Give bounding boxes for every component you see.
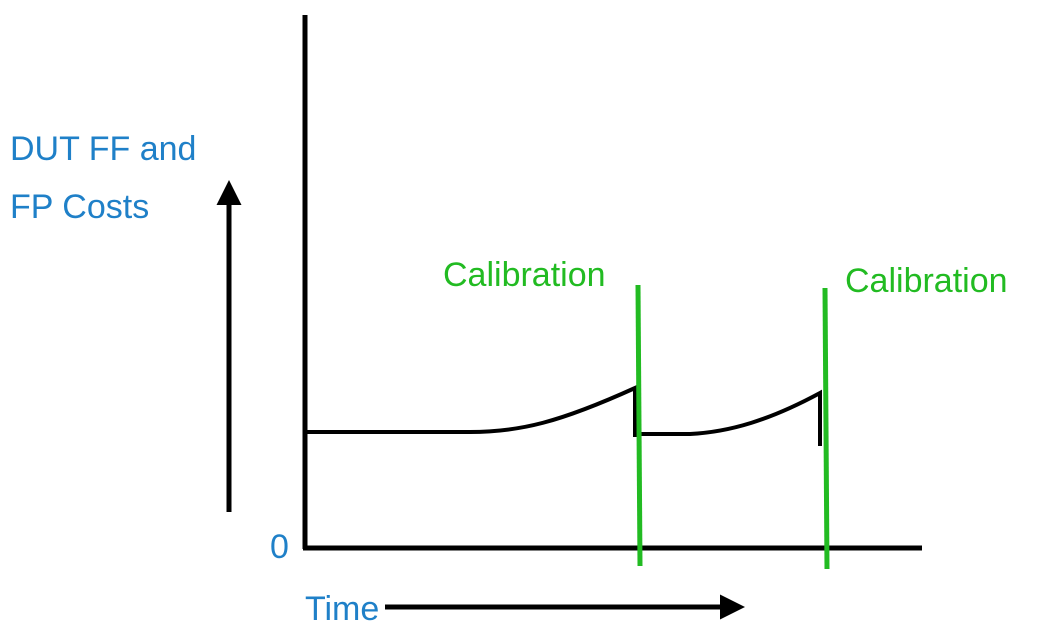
calibration-label: Calibration	[443, 256, 606, 294]
calibration-line	[822, 287, 830, 570]
origin-label: 0	[270, 528, 289, 566]
calibration-label: Calibration	[845, 262, 1008, 300]
x-axis-label: Time	[305, 590, 379, 628]
calibration-line	[635, 284, 643, 567]
y-axis-label: DUT FF and	[10, 130, 196, 168]
y-axis-label: FP Costs	[10, 188, 149, 226]
cost-curve	[305, 384, 822, 446]
